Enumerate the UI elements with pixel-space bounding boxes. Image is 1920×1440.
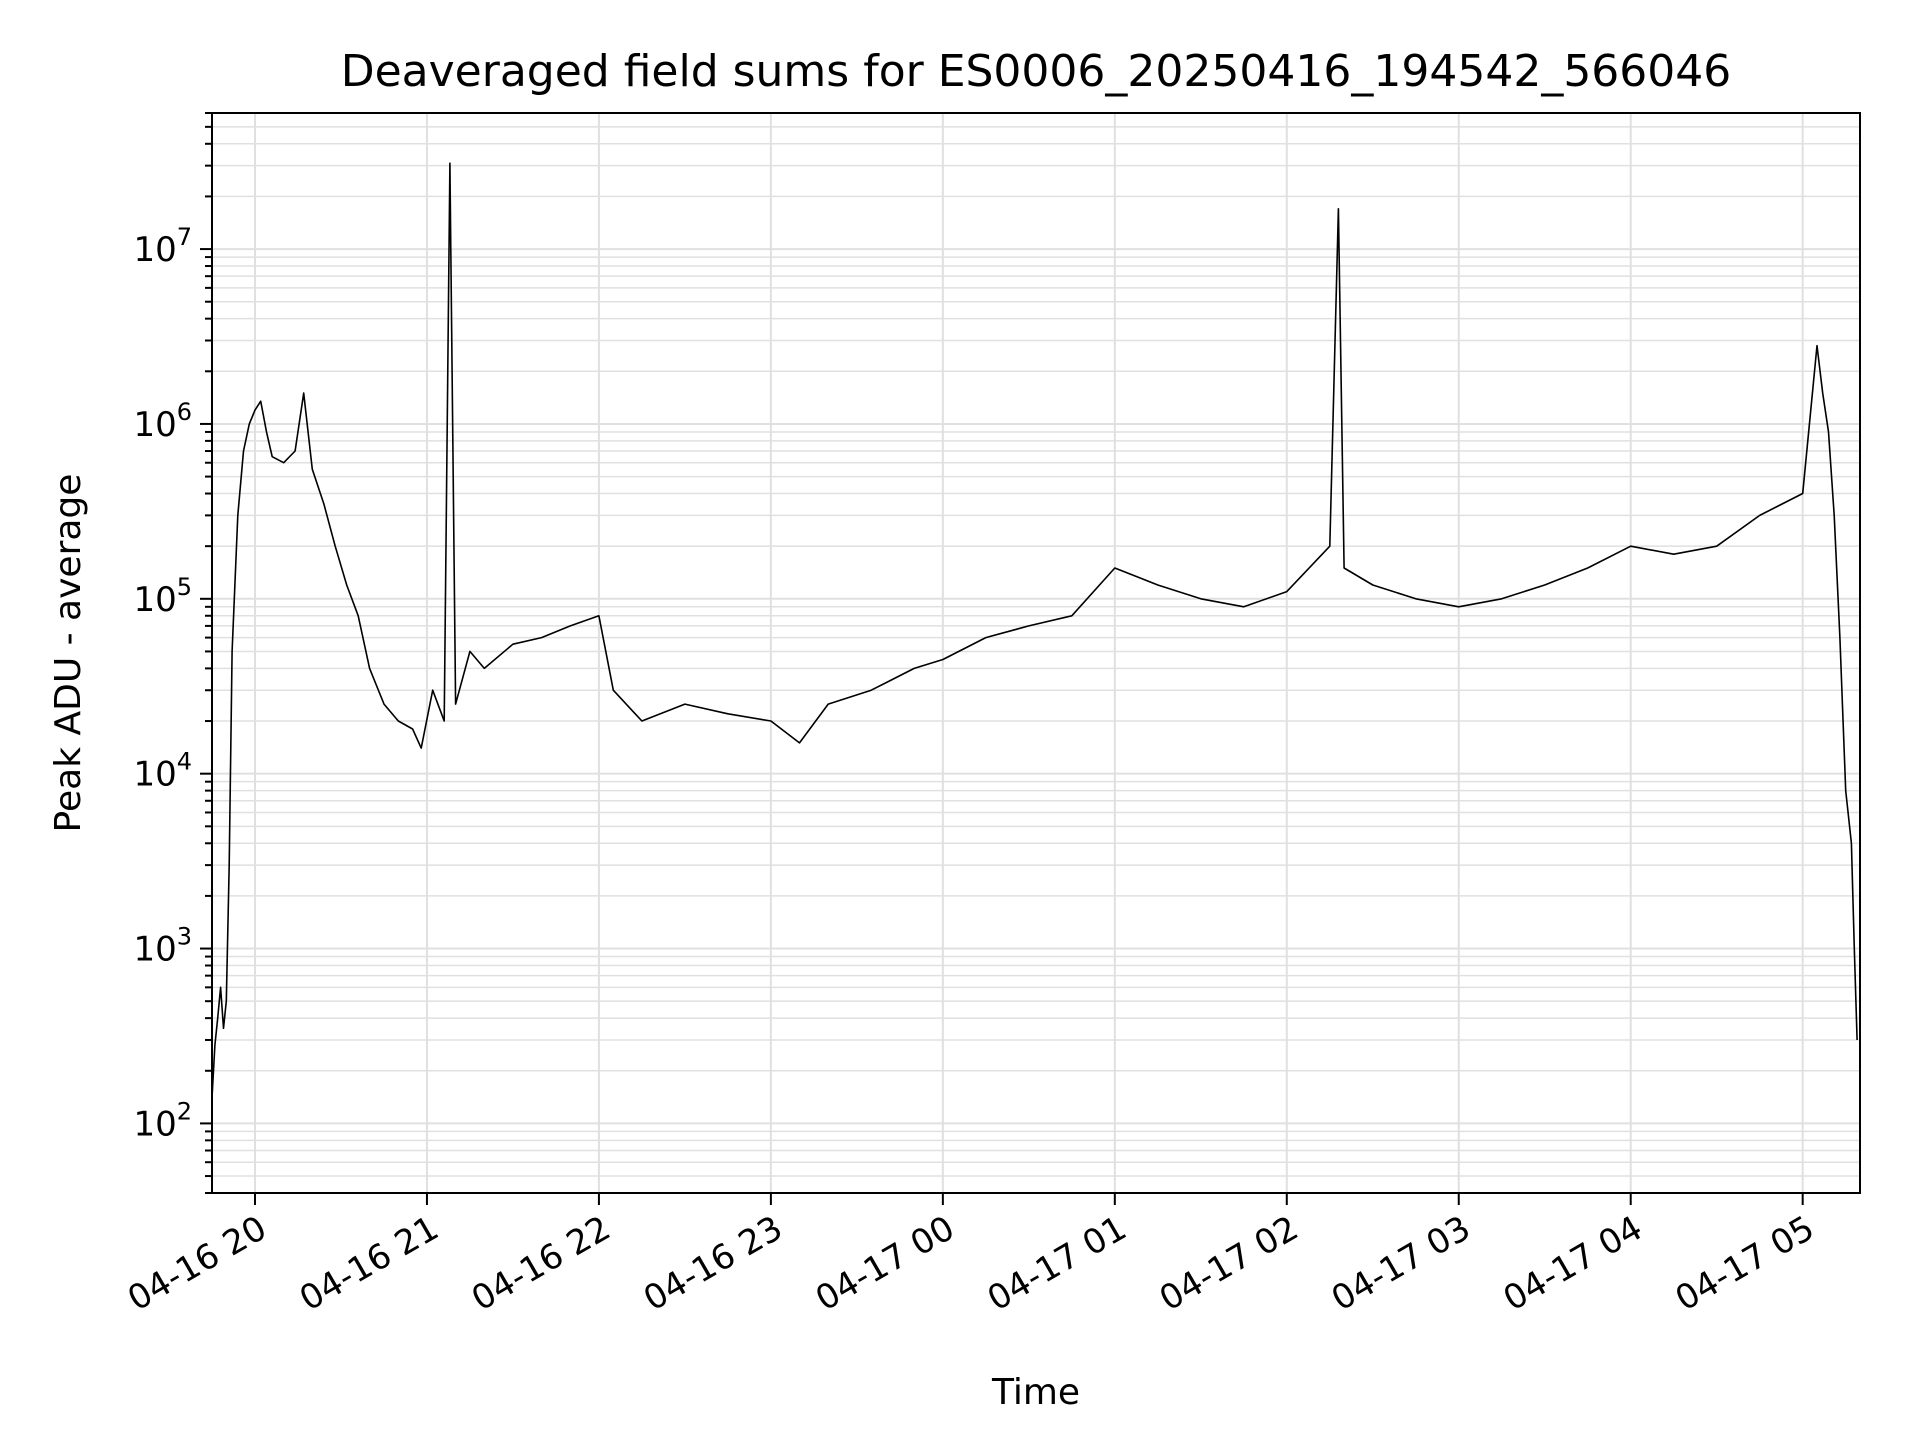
y-tick-label: 106 (133, 398, 192, 445)
x-tick-label: 04-17 00 (809, 1208, 961, 1319)
y-axis-label: Peak ADU - average (48, 474, 89, 833)
x-gridlines (253, 113, 1804, 1193)
x-tick-label: 04-17 03 (1325, 1208, 1477, 1319)
y-tick-label: 103 (133, 923, 192, 970)
x-tick-label: 04-17 05 (1669, 1208, 1821, 1319)
series-line (211, 162, 1858, 1098)
x-tick-label: 04-16 21 (293, 1208, 445, 1319)
y-tick-label-base: 10 (133, 230, 176, 270)
y-tick-label-exponent: 6 (177, 398, 192, 426)
x-tick-label: 04-16 23 (637, 1208, 789, 1319)
x-tick-label: 04-17 01 (981, 1208, 1133, 1319)
y-tick-label-base: 10 (133, 930, 176, 970)
x-tick-label: 04-16 20 (121, 1208, 273, 1319)
plot-frame (211, 112, 1861, 1194)
y-tick-label-exponent: 7 (177, 223, 192, 251)
series-layer (211, 162, 1858, 1098)
y-gridlines (212, 112, 1860, 1194)
y-tick-label-base: 10 (133, 405, 176, 445)
y-tick-label: 107 (133, 223, 192, 270)
y-tick-label-exponent: 4 (177, 748, 192, 776)
chart-title: Deaveraged field sums for ES0006_2025041… (341, 46, 1732, 97)
x-tick-label: 04-16 22 (465, 1208, 617, 1319)
y-tick-label-base: 10 (133, 755, 176, 795)
x-ticks: 04-16 20 04-16 21 04-16 22 04-16 23 04-17 00… (121, 1193, 1821, 1319)
y-tick-label-exponent: 2 (177, 1097, 192, 1125)
x-tick-label: 04-17 02 (1153, 1208, 1305, 1319)
y-tick-label: 102 (133, 1097, 192, 1144)
x-axis-label: Time (991, 1372, 1080, 1413)
y-tick-label: 104 (133, 748, 192, 795)
y-tick-label-exponent: 5 (177, 573, 192, 601)
x-tick-label: 04-17 04 (1497, 1208, 1649, 1319)
y-tick-label: 105 (133, 573, 192, 620)
y-tick-label-exponent: 3 (177, 923, 192, 951)
y-tick-label-base: 10 (133, 1104, 176, 1144)
y-tick-label-base: 10 (133, 580, 176, 620)
